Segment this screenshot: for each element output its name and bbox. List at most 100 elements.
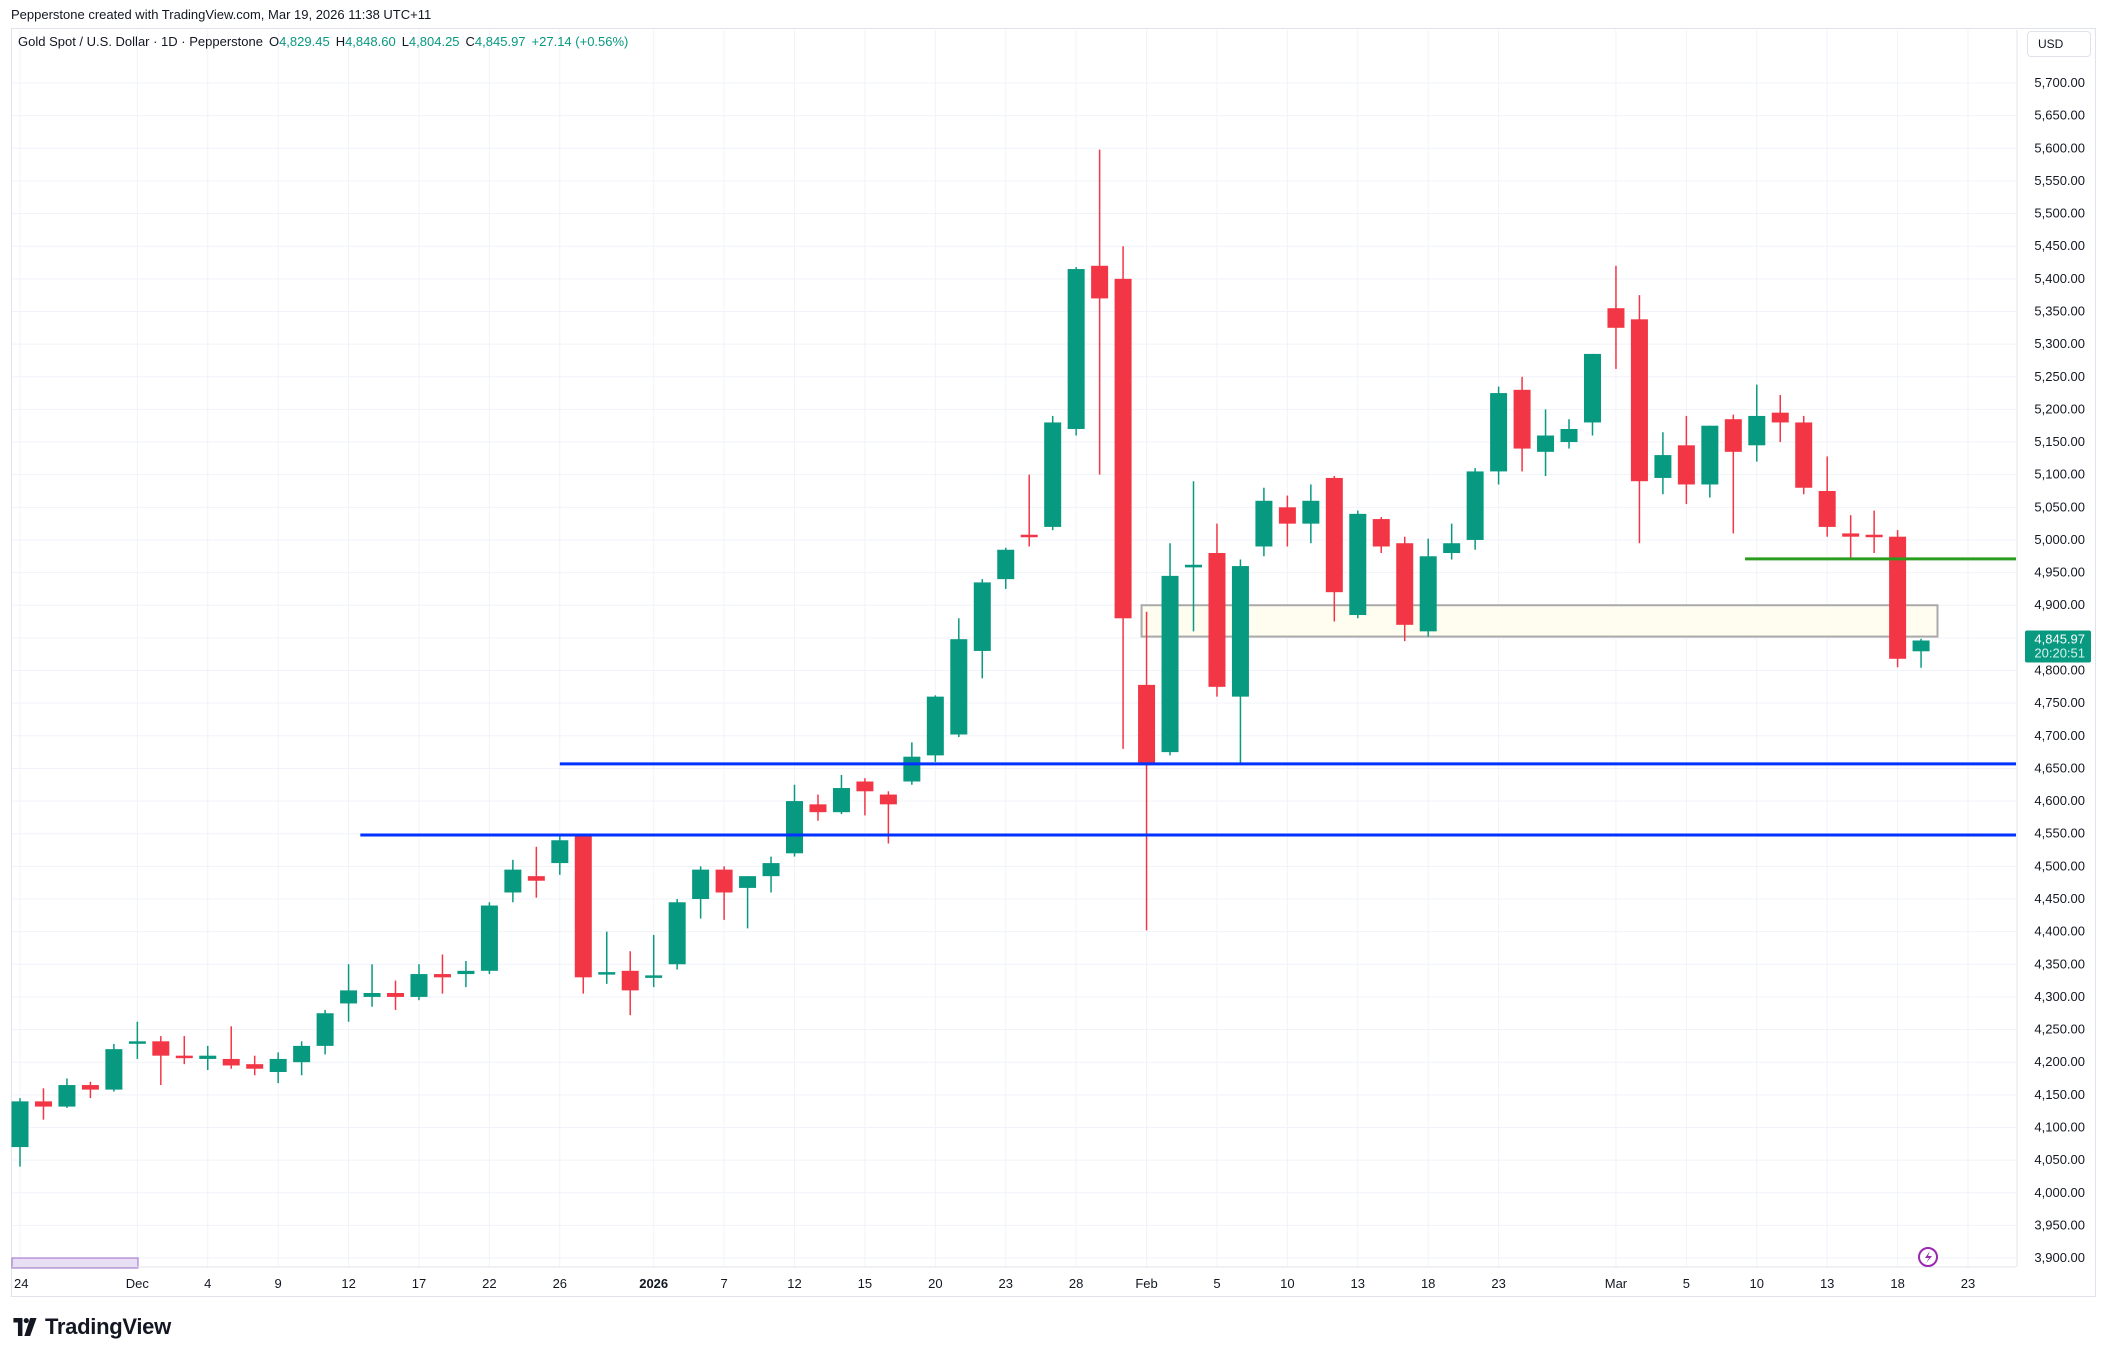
candle[interactable] [1748,384,1766,462]
candle[interactable] [1325,475,1343,622]
symbol-title[interactable]: Gold Spot / U.S. Dollar · 1D · Peppersto… [18,34,263,49]
candle[interactable] [551,833,569,875]
candle[interactable] [574,833,592,994]
candle[interactable] [527,846,545,898]
candle[interactable] [480,902,498,975]
candle[interactable] [340,964,358,1022]
currency-button[interactable]: USD [2027,31,2091,57]
candle[interactable] [1443,523,1461,560]
candle[interactable] [152,1036,170,1086]
candle[interactable] [504,859,522,903]
candle[interactable] [1020,474,1038,547]
candle[interactable] [293,1041,311,1076]
candle[interactable] [997,547,1015,589]
supply-zone[interactable] [1140,604,1939,638]
candle[interactable] [950,618,968,738]
candle[interactable] [1630,295,1648,544]
candle[interactable] [1701,425,1719,498]
candle[interactable] [1044,415,1062,531]
candle[interactable] [598,931,616,984]
time-tick: 24 [14,1276,28,1291]
candle[interactable] [316,1009,334,1055]
candle[interactable] [410,964,428,1001]
candle[interactable] [1654,432,1672,495]
tradingview-logo-icon [13,1318,37,1336]
candle[interactable] [1208,523,1226,697]
price-tick: 4,500.00 [2034,858,2085,873]
candle[interactable] [1677,415,1695,505]
candle[interactable] [1396,536,1414,642]
candle[interactable] [1278,495,1296,547]
candle[interactable] [926,695,944,762]
candle[interactable] [1302,484,1320,544]
price-tick: 5,450.00 [2034,238,2085,253]
candle[interactable] [1091,149,1109,475]
tradingview-logo[interactable]: TradingView [11,1314,171,1340]
candle[interactable] [1161,543,1179,756]
lightning-icon[interactable] [1918,1247,1938,1267]
candle[interactable] [1255,487,1273,557]
candle[interactable] [1537,409,1555,476]
candle[interactable] [1419,538,1437,637]
candle[interactable] [1607,265,1625,369]
candle[interactable] [199,1045,217,1071]
candle[interactable] [363,964,381,1007]
candle[interactable] [1560,419,1578,449]
candle[interactable] [1724,414,1742,534]
candle[interactable] [433,954,451,994]
time-axis[interactable]: 24 Dec 4 9 12 17 22 26 2026 7 12 15 20 23 28 Feb 5 10 13 18… [12,1266,2016,1291]
candle[interactable] [762,856,780,893]
candle[interactable] [81,1081,99,1099]
candle[interactable] [668,899,686,970]
candle[interactable] [222,1026,240,1069]
candle[interactable] [1490,386,1508,485]
candle[interactable] [739,876,757,929]
candle[interactable] [1185,481,1202,632]
candle[interactable] [1513,376,1531,472]
candle[interactable] [1818,456,1836,537]
candle[interactable] [1912,638,1930,668]
candle[interactable] [457,961,475,988]
candle[interactable] [715,866,733,920]
candle[interactable] [34,1088,52,1120]
time-tick: Feb [1135,1276,1157,1291]
candle[interactable] [1842,515,1860,560]
candle[interactable] [1067,267,1085,436]
candle[interactable] [1795,415,1813,495]
candle[interactable] [786,784,804,857]
price-tick: 5,050.00 [2034,499,2085,514]
price-tick: 4,900.00 [2034,597,2085,612]
candle[interactable] [1349,510,1367,619]
candle[interactable] [1771,395,1789,443]
price-tick: 4,950.00 [2034,565,2085,580]
candle[interactable] [1138,611,1156,931]
candle[interactable] [692,866,710,919]
candle[interactable] [809,794,827,821]
candle[interactable] [1583,353,1601,436]
candle[interactable] [269,1052,287,1084]
time-tick: 12 [787,1276,801,1291]
price-axis[interactable]: 5,700.00 5,650.00 5,600.00 5,550.00 5,500.00… [2016,30,2085,1267]
candle[interactable] [11,1098,29,1167]
candle[interactable] [1889,530,1907,668]
candle[interactable] [105,1043,123,1092]
candle[interactable] [973,579,991,679]
time-tick: 7 [720,1276,727,1291]
candle[interactable] [1372,517,1390,554]
price-tick: 5,000.00 [2034,532,2085,547]
candle[interactable] [387,980,405,1010]
candle[interactable] [856,778,874,816]
candle[interactable] [1231,559,1249,766]
candle[interactable] [58,1078,76,1108]
candle[interactable] [128,1021,146,1059]
candle[interactable] [1865,510,1883,554]
candle[interactable] [645,934,663,988]
candle[interactable] [621,951,639,1016]
candle[interactable] [175,1036,193,1065]
candle[interactable] [832,774,850,815]
candle[interactable] [1114,246,1132,749]
price-tick: 5,300.00 [2034,336,2085,351]
candle[interactable] [1466,468,1484,550]
candle[interactable] [246,1055,264,1076]
